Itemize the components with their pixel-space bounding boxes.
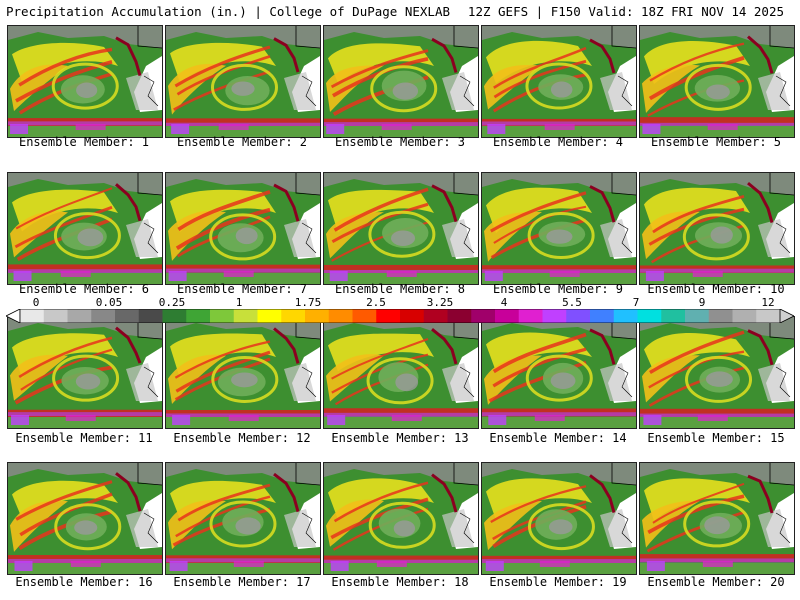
- colorbar-tick-label: 0.25: [158, 296, 186, 309]
- colorbar-swatch: [542, 309, 567, 323]
- ensemble-member-map: [165, 172, 321, 285]
- colorbar-swatch: [257, 309, 282, 323]
- ensemble-member-map: [323, 462, 479, 575]
- ensemble-member-map: [323, 316, 479, 429]
- ensemble-member-label: Ensemble Member: 19: [489, 575, 627, 589]
- header-left-title: Precipitation Accumulation (in.) | Colle…: [6, 4, 451, 19]
- ensemble-member-label: Ensemble Member: 2: [176, 135, 308, 149]
- ensemble-member-map: [323, 25, 479, 138]
- colorbar-tick-label: 7: [632, 296, 640, 309]
- ensemble-member-label: Ensemble Member: 7: [176, 282, 308, 296]
- ensemble-member-map: [165, 316, 321, 429]
- colorbar-swatch: [115, 309, 140, 323]
- colorbar-tick-label: 0.05: [95, 296, 123, 309]
- ensemble-member-label: Ensemble Member: 6: [18, 282, 150, 296]
- ensemble-member-map: [639, 316, 795, 429]
- colorbar-swatch: [138, 309, 163, 323]
- colorbar-tick-label: 1: [235, 296, 243, 309]
- colorbar-tick-label: 2.5: [366, 296, 386, 309]
- colorbar-swatch: [566, 309, 591, 323]
- ensemble-member-label: Ensemble Member: 10: [647, 282, 785, 296]
- colorbar-swatch: [233, 309, 258, 323]
- ensemble-member-label: Ensemble Member: 11: [15, 431, 153, 445]
- colorbar-swatch: [708, 309, 733, 323]
- colorbar-swatch: [162, 309, 187, 323]
- colorbar-left-arrow: [6, 309, 21, 323]
- colorbar-right-arrow: [779, 309, 794, 323]
- colorbar-swatch: [400, 309, 425, 323]
- colorbar-tick-label: 9: [698, 296, 706, 309]
- ensemble-member-label: Ensemble Member: 15: [647, 431, 785, 445]
- ensemble-member-map: [481, 462, 637, 575]
- colorbar-tick-label: 4: [500, 296, 508, 309]
- ensemble-member-label: Ensemble Member: 13: [331, 431, 469, 445]
- colorbar-border: [19, 309, 781, 323]
- colorbar-swatch: [67, 309, 92, 323]
- ensemble-member-label: Ensemble Member: 17: [173, 575, 311, 589]
- ensemble-member-map: [165, 462, 321, 575]
- ensemble-member-map: [7, 25, 163, 138]
- ensemble-member-label: Ensemble Member: 16: [15, 575, 153, 589]
- ensemble-member-label: Ensemble Member: 5: [650, 135, 782, 149]
- ensemble-member-label: Ensemble Member: 3: [334, 135, 466, 149]
- ensemble-member-map: [481, 172, 637, 285]
- ensemble-member-map: [639, 25, 795, 138]
- colorbar-swatch: [518, 309, 543, 323]
- ensemble-member-label: Ensemble Member: 8: [334, 282, 466, 296]
- ensemble-member-label: Ensemble Member: 20: [647, 575, 785, 589]
- colorbar-swatch: [423, 309, 448, 323]
- colorbar-swatch: [637, 309, 662, 323]
- colorbar-tick-label: 1.75: [294, 296, 322, 309]
- ensemble-member-map: [323, 172, 479, 285]
- ensemble-member-map: [7, 462, 163, 575]
- colorbar-swatch: [20, 309, 45, 323]
- colorbar-swatch: [590, 309, 615, 323]
- ensemble-member-map: [7, 316, 163, 429]
- colorbar-tick-label: 0: [32, 296, 40, 309]
- ensemble-member-label: Ensemble Member: 12: [173, 431, 311, 445]
- colorbar-swatch: [685, 309, 710, 323]
- colorbar-swatch: [352, 309, 377, 323]
- colorbar-swatch: [756, 309, 781, 323]
- colorbar-swatch: [495, 309, 520, 323]
- colorbar-swatch: [91, 309, 116, 323]
- colorbar-tick-label: 5.5: [562, 296, 582, 309]
- colorbar-swatch: [661, 309, 686, 323]
- colorbar-swatch: [471, 309, 496, 323]
- colorbar-swatch: [447, 309, 472, 323]
- colorbar-swatch: [281, 309, 306, 323]
- ensemble-member-map: [7, 172, 163, 285]
- ensemble-member-label: Ensemble Member: 14: [489, 431, 627, 445]
- colorbar-swatch: [376, 309, 401, 323]
- colorbar-swatch: [210, 309, 235, 323]
- colorbar-swatch: [613, 309, 638, 323]
- ensemble-member-label: Ensemble Member: 4: [492, 135, 624, 149]
- colorbar-scale: [6, 309, 794, 323]
- ensemble-member-label: Ensemble Member: 9: [492, 282, 624, 296]
- header-right-title: 12Z GEFS | F150 Valid: 18Z FRI NOV 14 20…: [467, 4, 784, 19]
- ensemble-member-map: [481, 25, 637, 138]
- ensemble-member-label: Ensemble Member: 1: [18, 135, 150, 149]
- colorbar-tick-label: 12: [761, 296, 775, 309]
- colorbar-tick-label: 3.25: [426, 296, 454, 309]
- ensemble-member-label: Ensemble Member: 18: [331, 575, 469, 589]
- ensemble-member-map: [165, 25, 321, 138]
- colorbar-swatch: [328, 309, 353, 323]
- precipitation-colorbar: 0 0.05 0.25 1 1.75 2.5 3.25 4 5.5 7 9 12: [6, 296, 794, 324]
- colorbar-swatch: [43, 309, 68, 323]
- colorbar-swatch: [732, 309, 757, 323]
- ensemble-member-map: [639, 462, 795, 575]
- ensemble-member-map: [481, 316, 637, 429]
- colorbar-swatch: [305, 309, 330, 323]
- ensemble-member-map: [639, 172, 795, 285]
- colorbar-swatch: [186, 309, 211, 323]
